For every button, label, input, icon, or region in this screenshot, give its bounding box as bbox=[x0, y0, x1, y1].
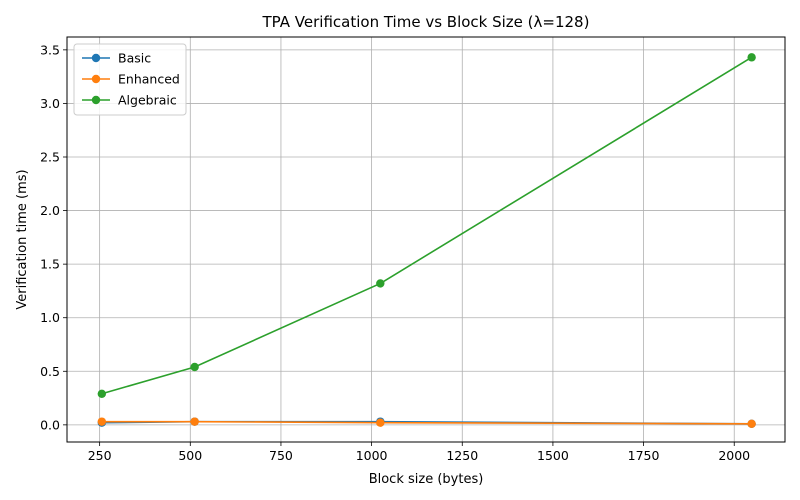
legend-item-enhanced: Enhanced bbox=[82, 72, 180, 87]
series-enhanced bbox=[97, 417, 756, 428]
x-tick-label: 500 bbox=[178, 448, 202, 463]
legend: Basic Enhanced Algebraic bbox=[73, 43, 187, 116]
legend-item-basic: Basic bbox=[82, 51, 151, 66]
x-tick-label: 250 bbox=[88, 448, 112, 463]
x-tick-label: 2000 bbox=[718, 448, 750, 463]
y-axis-ticks: 0.0 0.5 1.0 1.5 2.0 2.5 3.0 3.5 bbox=[40, 42, 67, 432]
plot-area-frame bbox=[66, 36, 786, 443]
series-line-algebraic bbox=[101, 56, 753, 395]
data-point-algebraic bbox=[747, 53, 756, 62]
x-tick-label: 1000 bbox=[356, 448, 388, 463]
legend-box bbox=[73, 43, 187, 116]
data-point-enhanced bbox=[747, 419, 756, 428]
y-tick-label: 0.5 bbox=[40, 364, 60, 379]
legend-marker-algebraic bbox=[91, 95, 101, 105]
y-tick-label: 0.0 bbox=[40, 417, 60, 432]
data-point-algebraic bbox=[190, 362, 199, 372]
legend-marker-basic bbox=[91, 53, 101, 63]
legend-label-enhanced: Enhanced bbox=[118, 72, 180, 87]
y-tick-label: 2.0 bbox=[40, 203, 60, 218]
legend-marker-enhanced bbox=[91, 74, 101, 84]
legend-item-algebraic: Algebraic bbox=[82, 93, 177, 108]
x-tick-label: 750 bbox=[269, 448, 293, 463]
y-tick-label: 1.5 bbox=[40, 257, 60, 272]
x-tick-label: 1250 bbox=[446, 448, 478, 463]
x-axis-ticks: 250 500 750 1000 1250 1500 1750 2000 bbox=[88, 442, 750, 463]
x-axis-title: Block size (bytes) bbox=[369, 472, 484, 487]
x-tick-label: 1750 bbox=[628, 448, 660, 463]
x-tick-label: 1500 bbox=[537, 448, 569, 463]
series-layer bbox=[97, 53, 756, 428]
y-tick-label: 2.5 bbox=[40, 150, 60, 165]
chart-title: TPA Verification Time vs Block Size (λ=1… bbox=[262, 13, 590, 31]
data-point-algebraic bbox=[97, 389, 107, 398]
series-algebraic bbox=[97, 53, 756, 398]
data-point-algebraic bbox=[376, 279, 385, 288]
y-tick-label: 3.0 bbox=[40, 96, 60, 111]
y-axis-title: Verification time (ms) bbox=[15, 169, 30, 309]
data-point-enhanced bbox=[190, 417, 199, 426]
grid-lines bbox=[67, 37, 785, 442]
series-line-enhanced bbox=[101, 420, 752, 425]
legend-label-algebraic: Algebraic bbox=[118, 93, 177, 108]
data-point-enhanced bbox=[97, 417, 107, 426]
y-tick-label: 3.5 bbox=[40, 42, 60, 57]
y-tick-label: 1.0 bbox=[40, 310, 60, 325]
data-point-enhanced bbox=[376, 418, 385, 427]
legend-label-basic: Basic bbox=[118, 51, 151, 66]
